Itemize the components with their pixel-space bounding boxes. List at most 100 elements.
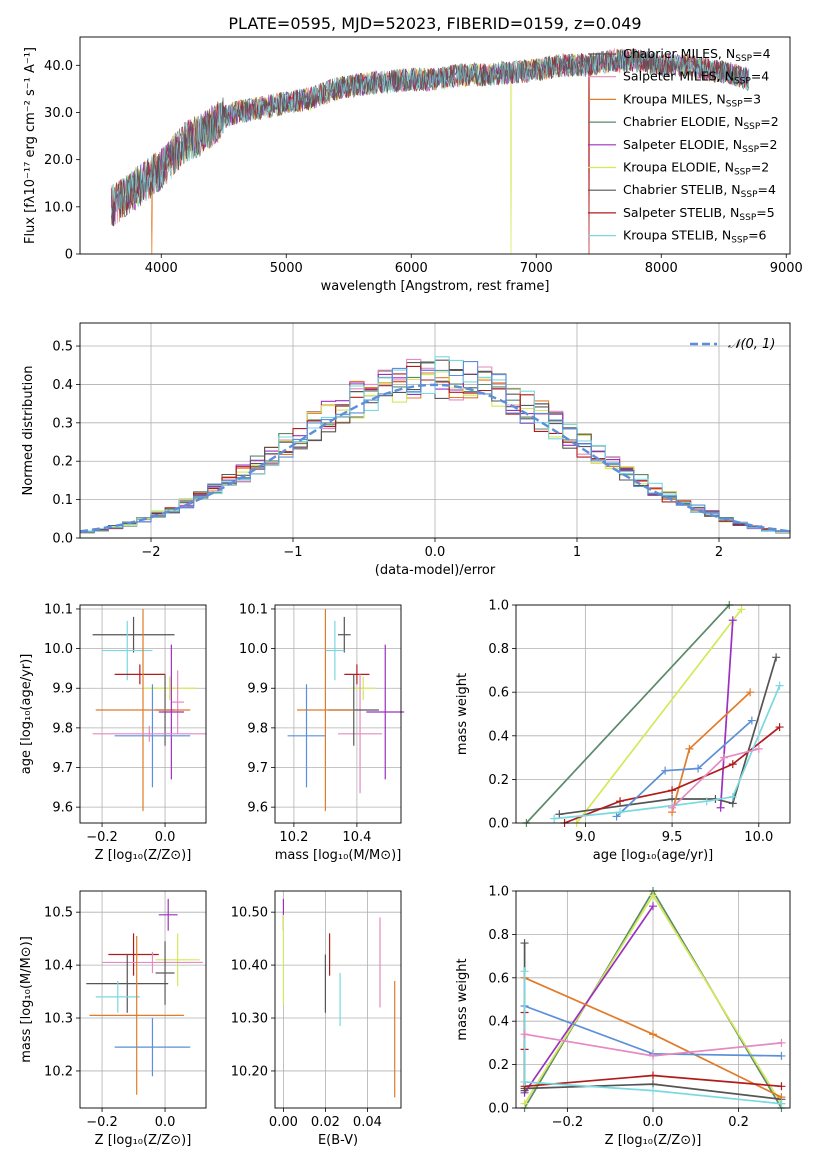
marker-kroupa_elodie (520, 1099, 529, 1108)
x-tick-label: 0.04 (353, 1115, 382, 1130)
plot-area (282, 898, 396, 1098)
y-tick-label: 10.30 (231, 1012, 268, 1027)
y-tick-label: 0.4 (52, 378, 73, 393)
gridlines (275, 891, 401, 1108)
x-tick-label: 4000 (145, 261, 178, 276)
marker-salpeter_miles (649, 1051, 657, 1060)
y-tick-label: 0.6 (488, 686, 509, 701)
legend-label-chabrier_elodie: Chabrier ELODIE, NSSP=2 (623, 114, 779, 132)
x-tick-label: 10.0 (744, 830, 773, 845)
panel-age_vs_z: −0.2 0.0 9.6 9.7 9.8 9.9 10.0 10.1 Z [log₁₀(Z/Z⊙… (19, 602, 207, 863)
y-tick-label: 0.1 (52, 493, 73, 508)
x-tick-label: 7000 (520, 261, 553, 276)
y-tick-label: 30.0 (44, 106, 73, 121)
axes-frame (515, 890, 791, 1109)
y-tick-label: 10.0 (44, 642, 73, 657)
legend: Chabrier MILES, NSSP=4 Salpeter MILES, NS… (588, 46, 779, 246)
weight-line-chabrier_elodie (525, 604, 730, 824)
x-axis-label: (data-model)/error (375, 563, 496, 578)
legend-label-chabrier_miles: Chabrier MILES, NSSP=4 (623, 46, 771, 64)
panel-weight_vs_z: −0.2 0.0 0.2 0.0 0.2 0.4 0.6 0.8 1.0 Z [log₁₀(Z/Z… (455, 885, 791, 1148)
x-tick-label: 0.02 (311, 1115, 340, 1130)
marker-kroupa_stelib (728, 792, 737, 801)
marker-chabrier_stelib (772, 653, 781, 662)
weight-line-kroupa_elodie (576, 608, 743, 824)
panel-age_vs_mass: 10.2 10.4 9.6 9.7 9.8 9.9 10.0 10.1 mass [log₁₀(… (239, 602, 405, 863)
marker-salpeter_stelib (616, 797, 625, 806)
y-tick-label: 10.1 (239, 602, 268, 617)
panel-spectrum: 4000 5000 6000 7000 8000 9000 0 10.0 20.0 30.0 40.… (23, 36, 803, 294)
y-axis-label: mass weight (455, 958, 470, 1040)
axes-frame (79, 36, 791, 255)
x-tick-label: 5000 (270, 261, 303, 276)
y-tick-label: 0.2 (488, 1058, 509, 1073)
y-tick-label: 40.0 (44, 59, 73, 74)
y-tick-label: 0.3 (52, 416, 73, 431)
y-tick-label: 9.9 (247, 682, 268, 697)
axes-frame (79, 604, 207, 824)
y-tick-label: 9.6 (247, 801, 268, 816)
y-tick-label: 9.8 (247, 721, 268, 736)
plot-area (86, 898, 203, 1095)
x-axis-label: age [log₁₀(age/yr)] (593, 848, 714, 863)
marker-normal (777, 1051, 786, 1060)
marker-salpeter_elodie (649, 902, 657, 911)
marker-salpeter_miles (520, 1030, 529, 1039)
weight-line-kroupa_miles (671, 691, 751, 813)
marker-kroupa_miles (649, 1030, 657, 1039)
y-tick-label: 0 (65, 248, 73, 263)
axes-frame (79, 890, 207, 1109)
y-tick-label: 9.9 (52, 682, 73, 697)
y-tick-label: 20.0 (44, 153, 73, 168)
x-tick-label: 0.00 (269, 1115, 298, 1130)
legend-label-kroupa_stelib: Kroupa STELIB, NSSP=6 (623, 228, 767, 246)
marker-salpeter_stelib (668, 786, 677, 795)
y-tick-label: 9.7 (52, 761, 73, 776)
marker-salpeter_miles (720, 753, 729, 762)
y-axis-label: Flux [fλ10⁻¹⁷ erg cm⁻² s⁻¹ A⁻¹] (23, 47, 38, 244)
legend-label-kroupa_elodie: Kroupa ELODIE, NSSP=2 (623, 160, 769, 178)
marker-salpeter_miles (668, 803, 677, 812)
x-axis-label: wavelength [Angstrom, rest frame] (321, 279, 550, 294)
marker-kroupa_stelib (550, 814, 559, 823)
figure-title: PLATE=0595, MJD=52023, FIBERID=0159, z=0… (228, 14, 641, 33)
plot-area (287, 608, 405, 812)
x-tick-label: 10.2 (279, 830, 308, 845)
x-tick-label: 0.0 (155, 830, 176, 845)
x-tick-label: −0.2 (86, 1115, 118, 1130)
y-tick-label: 10.4 (44, 959, 73, 974)
x-tick-label: 0.0 (643, 1115, 664, 1130)
weight-line-kroupa_stelib (554, 685, 781, 820)
x-tick-label: 9.5 (662, 830, 683, 845)
x-tick-label: 0.2 (728, 1115, 749, 1130)
y-tick-label: 0.2 (52, 455, 73, 470)
panel-weight_vs_age: 9.0 9.5 10.0 0.0 0.2 0.4 0.6 0.8 1.0 age [log₁₀(a… (455, 599, 791, 863)
marker-salpeter_stelib (649, 1071, 657, 1080)
marker-kroupa_miles (746, 688, 755, 697)
spectrum-line-chabrier_miles (110, 48, 750, 226)
weight-line-normal (616, 719, 753, 818)
y-tick-label: 9.6 (52, 801, 73, 816)
marker-chabrier_stelib (520, 939, 529, 948)
y-tick-label: 10.20 (231, 1064, 268, 1079)
legend-label-kroupa_miles: Kroupa MILES, NSSP=3 (623, 91, 761, 109)
gridlines (275, 605, 401, 823)
spectrum-line-kroupa_stelib (110, 49, 750, 214)
marker-salpeter_stelib (728, 760, 737, 769)
spectrum-line-chabrier_stelib (111, 49, 750, 227)
x-tick-label: 9000 (770, 261, 803, 276)
y-tick-label: 10.50 (231, 906, 268, 921)
y-tick-label: 0.4 (488, 1015, 509, 1030)
y-tick-label: 0.6 (488, 971, 509, 986)
y-tick-label: 0.4 (488, 729, 509, 744)
marker-normal (661, 766, 670, 775)
y-tick-label: 9.7 (247, 761, 268, 776)
normal-curve (80, 383, 790, 533)
x-axis-label: Z [log₁₀(Z/Z⊙)] (605, 1133, 702, 1148)
y-tick-label: 0.8 (488, 642, 509, 657)
y-tick-label: 10.0 (239, 642, 268, 657)
y-tick-label: 10.2 (44, 1064, 73, 1079)
y-axis-label: Normed distribution (21, 366, 36, 496)
y-tick-label: 0.8 (488, 928, 509, 943)
